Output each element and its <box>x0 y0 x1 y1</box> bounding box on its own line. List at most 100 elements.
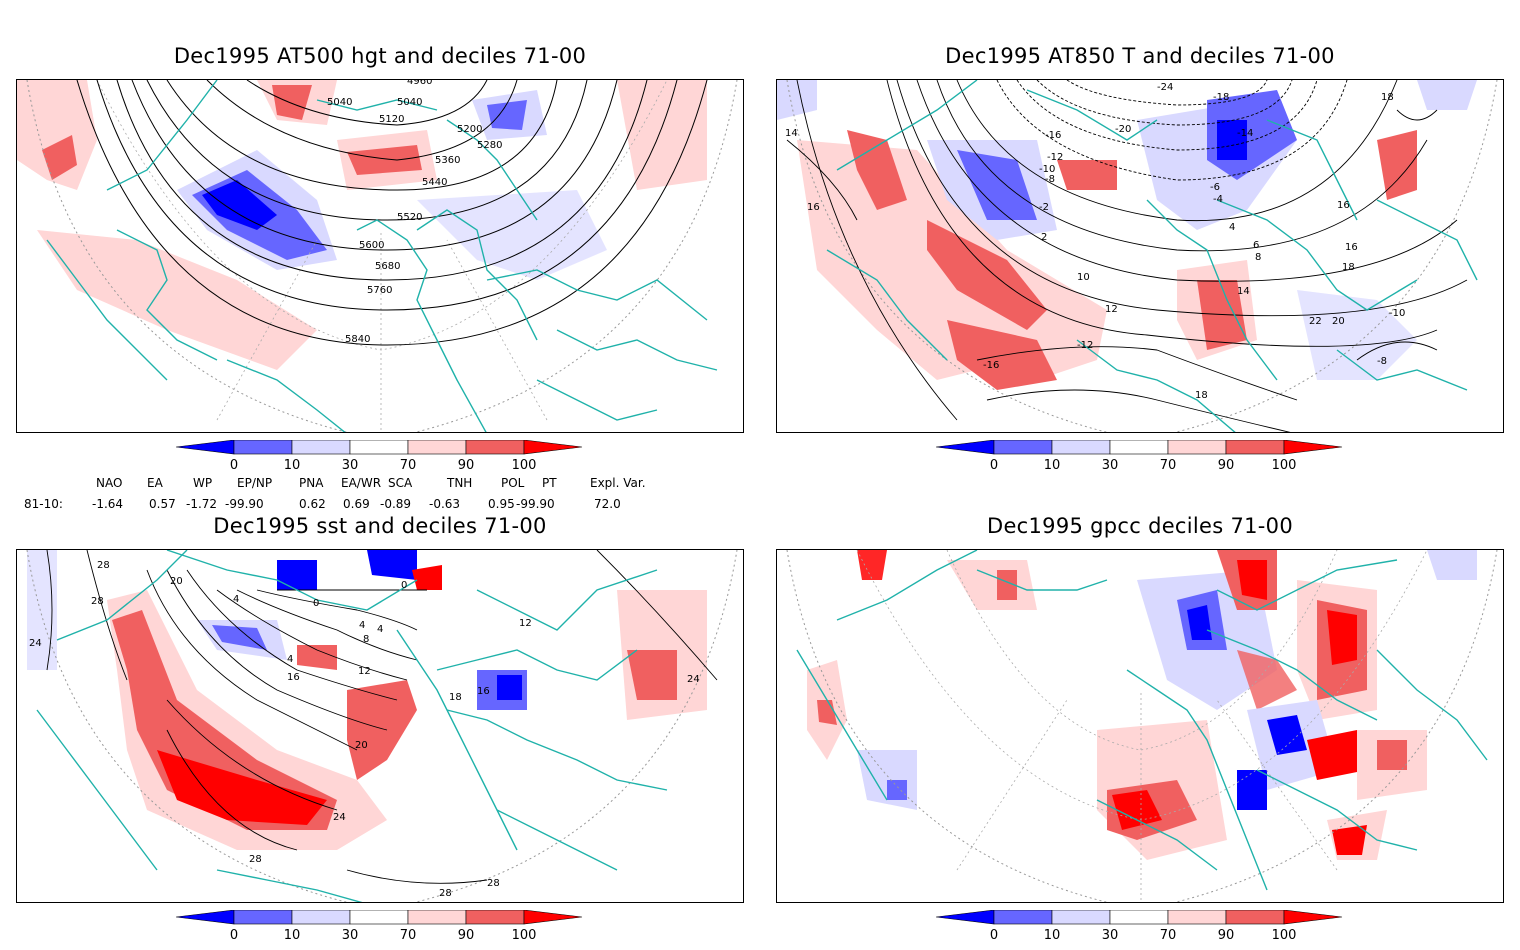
contour-label: 5440 <box>422 177 447 188</box>
colorbar-graphic <box>935 439 1343 455</box>
colorbar-tick: 10 <box>1043 928 1061 943</box>
contour-label: 12 <box>358 666 371 677</box>
colorbar-tick: 100 <box>1271 458 1297 473</box>
panel-title-gpcc: Dec1995 gpcc deciles 71-00 <box>986 514 1293 538</box>
colorbar-segment <box>523 439 583 455</box>
index-header: TNH <box>447 476 473 490</box>
index-value: 0.69 <box>343 497 370 511</box>
contour-label: 4 <box>287 654 293 665</box>
index-header: PNA <box>299 476 324 490</box>
colorbar-segment <box>1283 439 1343 455</box>
contour-label: 0 <box>401 580 407 591</box>
contour-label: 28 <box>487 878 500 889</box>
contour-label: 20 <box>1332 316 1345 327</box>
index-header: EA/WR <box>341 476 382 490</box>
index-value: -1.64 <box>92 497 124 511</box>
colorbar-tick: 0 <box>989 928 999 943</box>
index-value: -1.72 <box>186 497 218 511</box>
contour-label: -10 <box>1389 308 1405 319</box>
index-value: 0.57 <box>149 497 176 511</box>
colorbar-t850: 0 10 30 70 90 100 <box>935 439 1356 480</box>
contour-label: 2 <box>1041 232 1047 243</box>
colorbar-tick: 90 <box>457 458 475 473</box>
colorbar-segment <box>407 439 467 455</box>
contour-label: 28 <box>91 596 104 607</box>
contour-label: 5040 <box>327 97 352 108</box>
sst-map: 28 20 28 24 4 0 4 4 8 4 12 16 16 18 20 2… <box>17 550 738 902</box>
colorbar-segment <box>291 439 351 455</box>
contour-label: 4960 <box>407 80 432 87</box>
contour-label: 16 <box>1345 242 1358 253</box>
contour-label: 5360 <box>435 155 460 166</box>
contour-label: 5600 <box>359 240 384 251</box>
contour-label: 14 <box>1237 286 1250 297</box>
colorbar-tick: 0 <box>229 928 239 943</box>
contour-label: 5200 <box>457 124 482 135</box>
colorbar-tick: 100 <box>511 458 537 473</box>
contour-label: 16 <box>807 202 820 213</box>
colorbar-segment <box>291 909 351 925</box>
contour-label: -16 <box>983 360 999 371</box>
contour-label: 28 <box>249 854 262 865</box>
index-header: EP/NP <box>237 476 273 490</box>
contour-label: 28 <box>97 560 110 571</box>
colorbar-segment <box>935 439 995 455</box>
colorbar-segment <box>993 909 1053 925</box>
colorbar-tick: 100 <box>511 928 537 943</box>
index-header: Expl. Var. <box>590 476 646 490</box>
contour-label: -10 <box>1039 164 1055 175</box>
contour-label: -24 <box>1157 82 1173 93</box>
contour-label: 5760 <box>367 285 392 296</box>
colorbar-tick: 100 <box>1271 928 1297 943</box>
colorbar-tick: 90 <box>457 928 475 943</box>
index-value: -0.89 <box>380 497 412 511</box>
colorbar-tick: 70 <box>1159 458 1177 473</box>
colorbar-tick: 10 <box>283 458 301 473</box>
contour-label: -4 <box>1213 194 1223 205</box>
contour-label: -16 <box>1045 130 1061 141</box>
colorbar-tick: 30 <box>341 928 359 943</box>
map-panel-sst: 28 20 28 24 4 0 4 4 8 4 12 16 16 18 20 2… <box>16 549 744 903</box>
contour-label: -6 <box>1210 182 1220 193</box>
contour-label: 5840 <box>345 334 370 345</box>
contour-label: 4 <box>233 594 239 605</box>
map-panel-z500: 4960 5040 5040 5120 5200 5280 5360 5440 … <box>16 79 744 433</box>
index-header: PT <box>542 476 557 490</box>
contour-label: 20 <box>170 576 183 587</box>
colorbar-tick: 30 <box>1101 458 1119 473</box>
index-value: 0.95 <box>488 497 515 511</box>
colorbar-tick: 30 <box>1101 928 1119 943</box>
contour-label: 5520 <box>397 212 422 223</box>
contour-label: -8 <box>1045 174 1055 185</box>
contour-label: 5280 <box>477 140 502 151</box>
index-header: WP <box>193 476 213 490</box>
colorbar-tick: 10 <box>283 928 301 943</box>
colorbar-graphic <box>935 909 1343 925</box>
index-value: -0.63 <box>429 497 461 511</box>
map-panel-t850: -24 -18 -20 -16 -14 -12 -10 -8 -6 -4 -2 … <box>776 79 1504 433</box>
contour-label: 6 <box>1253 240 1259 251</box>
index-header: SCA <box>388 476 413 490</box>
colorbar-segment <box>993 439 1053 455</box>
contour-label: -18 <box>1213 92 1229 103</box>
colorbar-tick: 0 <box>229 458 239 473</box>
colorbar-tick: 0 <box>989 458 999 473</box>
contour-label: 8 <box>363 634 369 645</box>
colorbar-segment <box>465 909 525 925</box>
panel-title-t850: Dec1995 AT850 T and deciles 71-00 <box>945 44 1335 68</box>
colorbar-segment <box>349 439 409 455</box>
t850-map: -24 -18 -20 -16 -14 -12 -10 -8 -6 -4 -2 … <box>777 80 1498 432</box>
contour-label: -2 <box>1039 202 1049 213</box>
colorbar-segment <box>1109 909 1169 925</box>
contour-label: -8 <box>1377 356 1387 367</box>
colorbar-sst: 0 10 30 70 90 100 <box>175 909 596 950</box>
colorbar-tick: 70 <box>399 458 417 473</box>
contour-label: 12 <box>519 618 532 629</box>
contour-label: 10 <box>1077 272 1090 283</box>
colorbar-segment <box>465 439 525 455</box>
contour-label: 0 <box>313 598 319 609</box>
contour-label: 5680 <box>375 261 400 272</box>
z500-map: 4960 5040 5040 5120 5200 5280 5360 5440 … <box>17 80 738 432</box>
colorbar-segment <box>349 909 409 925</box>
colorbar-segment <box>1283 909 1343 925</box>
